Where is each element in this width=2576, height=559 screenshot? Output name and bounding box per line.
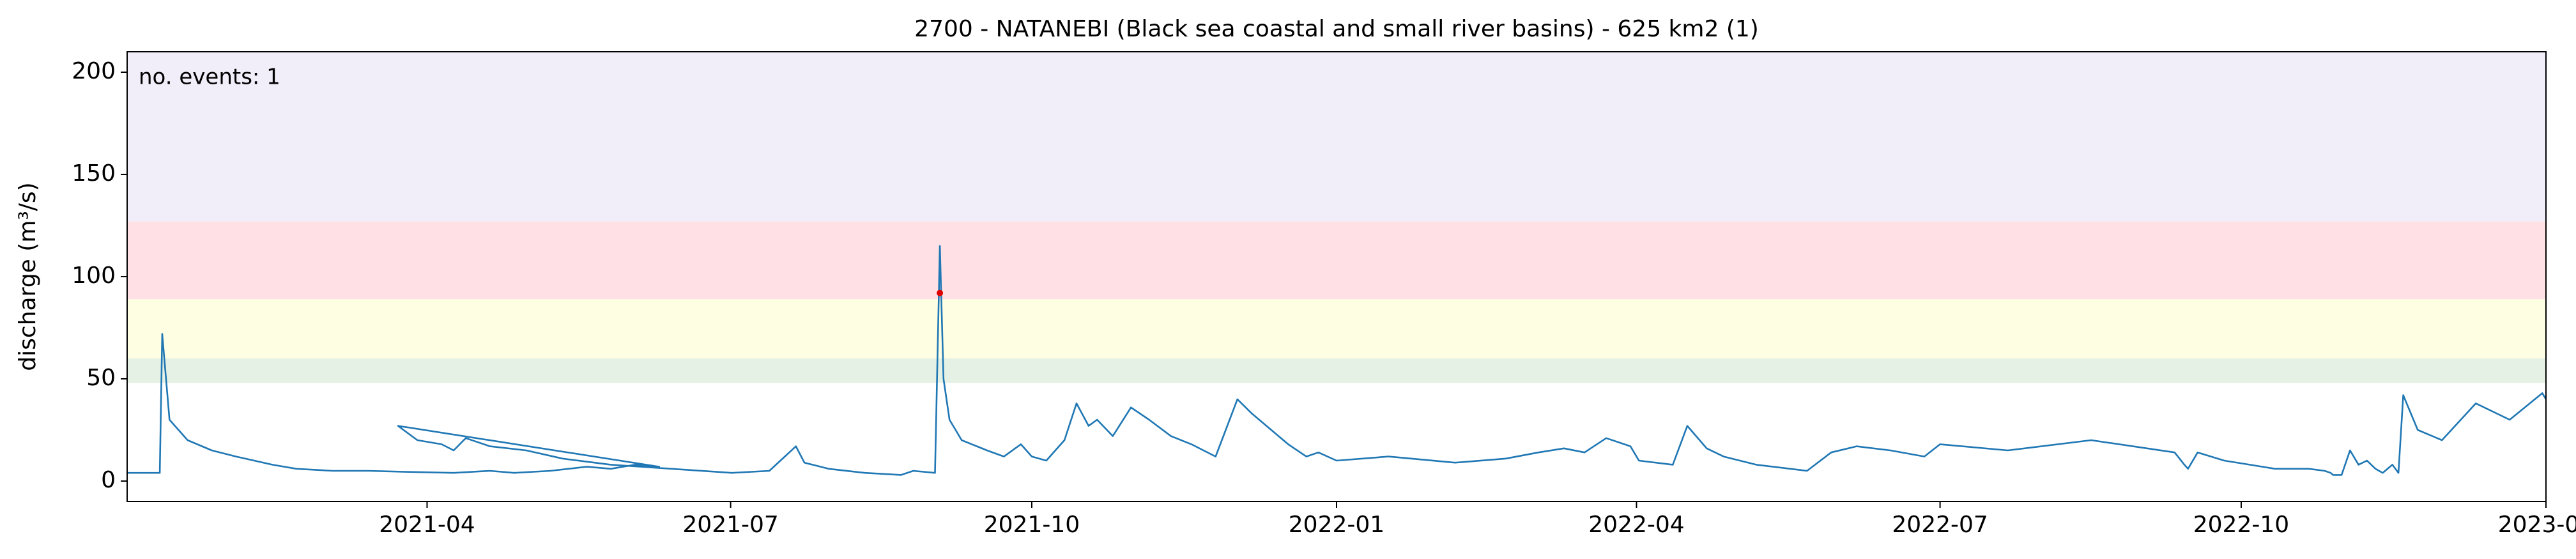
x-tick-label: 2021-10 <box>984 512 1080 538</box>
x-tick-label: 2023-01 <box>2498 512 2576 538</box>
event-marker <box>937 289 944 296</box>
threshold-band <box>127 221 2546 300</box>
y-tick-label: 0 <box>101 467 116 493</box>
x-tick-label: 2021-04 <box>379 512 475 538</box>
x-tick-label: 2022-07 <box>1892 512 1988 538</box>
y-tick-label: 150 <box>72 160 116 187</box>
y-tick-label: 100 <box>72 263 116 289</box>
threshold-band <box>127 299 2546 358</box>
y-axis-label: discharge (m³/s) <box>15 182 41 371</box>
discharge-line <box>127 245 2547 476</box>
threshold-band <box>127 52 2546 222</box>
x-tick-label: 2021-07 <box>682 512 778 538</box>
y-tick-label: 50 <box>86 365 116 391</box>
plot-frame <box>126 51 2547 502</box>
chart-title: 2700 - NATANEBI (Black sea coastal and s… <box>914 16 1759 42</box>
x-tick-label: 2022-04 <box>1588 512 1684 538</box>
x-tick-label: 2022-10 <box>2193 512 2289 538</box>
x-tick-label: 2022-01 <box>1289 512 1384 538</box>
y-tick-label: 200 <box>72 58 116 84</box>
events-annotation: no. events: 1 <box>139 65 280 90</box>
threshold-band <box>127 358 2546 383</box>
